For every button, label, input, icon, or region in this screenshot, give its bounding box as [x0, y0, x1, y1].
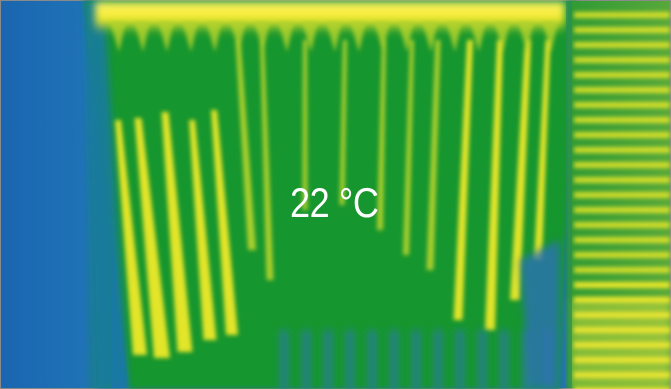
panel-stripe: [574, 57, 670, 63]
radiator-fin: [403, 40, 414, 255]
top-fin-tooth: [446, 22, 462, 52]
top-fin-tooth: [422, 22, 438, 52]
radiator-fin: [115, 120, 147, 355]
panel-stripe: [574, 207, 670, 213]
cold-striation: [434, 330, 442, 389]
radiator-fin: [377, 40, 386, 230]
top-fin-tooth: [278, 22, 294, 52]
cold-striation: [368, 330, 376, 389]
panel-stripe: [574, 192, 670, 198]
cold-striation: [412, 330, 420, 389]
radiator-fin: [453, 40, 473, 320]
top-fin-tooth: [110, 22, 126, 52]
cold-striation: [280, 330, 288, 389]
cold-striation: [390, 330, 398, 389]
radiator-fin: [235, 40, 256, 250]
radiator-fin: [534, 40, 551, 260]
panel-stripe: [574, 72, 670, 78]
top-fin-tooth: [230, 22, 246, 52]
right-panel-bottom-glow: [570, 300, 670, 388]
panel-stripe: [574, 237, 670, 243]
radiator-fin: [510, 40, 531, 300]
panel-stripe: [574, 147, 670, 153]
cold-striation: [324, 330, 332, 389]
radiator-fin: [339, 40, 347, 205]
top-fin-tooth: [254, 22, 270, 52]
panel-stripe: [574, 87, 670, 93]
radiator-fin: [485, 40, 503, 330]
panel-stripe: [574, 132, 670, 138]
top-fin-tooth: [206, 22, 222, 52]
right-lower-cold-wedge: [520, 240, 560, 389]
panel-stripe: [574, 117, 670, 123]
bottom-cold-striations: [280, 240, 560, 389]
radiator-fin: [302, 40, 308, 210]
panel-stripe: [574, 177, 670, 183]
top-fin-tooth: [494, 22, 510, 52]
top-fin-tooth: [470, 22, 486, 52]
top-fin-tooth: [374, 22, 390, 52]
panel-stripe: [574, 42, 670, 48]
panel-stripe: [574, 102, 670, 108]
panel-stripe: [574, 282, 670, 288]
radiator-fin: [161, 112, 193, 352]
left-lower-cold-wedge: [84, 1, 128, 389]
top-fin-tooth: [542, 22, 558, 52]
radiator-fin: [260, 40, 274, 280]
cold-striation: [522, 330, 530, 389]
top-fin-tooth: [326, 22, 342, 52]
cold-striation: [346, 330, 354, 389]
top-fin-tooth: [398, 22, 414, 52]
cold-striation: [302, 330, 310, 389]
panel-stripe: [574, 12, 670, 18]
radiator-fin: [211, 110, 238, 335]
radiator-fin: [134, 118, 170, 358]
top-fin-tooth: [518, 22, 534, 52]
panel-stripe: [574, 162, 670, 168]
cold-striation: [500, 330, 508, 389]
top-fin-tooth: [158, 22, 174, 52]
panel-stripe: [574, 252, 670, 258]
panel-stripe: [574, 27, 670, 33]
radiator-fin: [426, 40, 441, 270]
panel-stripe: [574, 267, 670, 273]
radiator-fin: [189, 120, 217, 340]
top-fin-tooth: [134, 22, 150, 52]
cold-striation: [456, 330, 464, 389]
right-panel-divider: [566, 1, 572, 388]
panel-stripe: [574, 222, 670, 228]
top-fin-tooth: [350, 22, 366, 52]
radiator-fins: [110, 22, 558, 358]
temperature-label: 22 °C: [290, 179, 379, 226]
top-fin-tooth: [182, 22, 198, 52]
top-fin-tooth: [302, 22, 318, 52]
cold-striation: [478, 330, 486, 389]
